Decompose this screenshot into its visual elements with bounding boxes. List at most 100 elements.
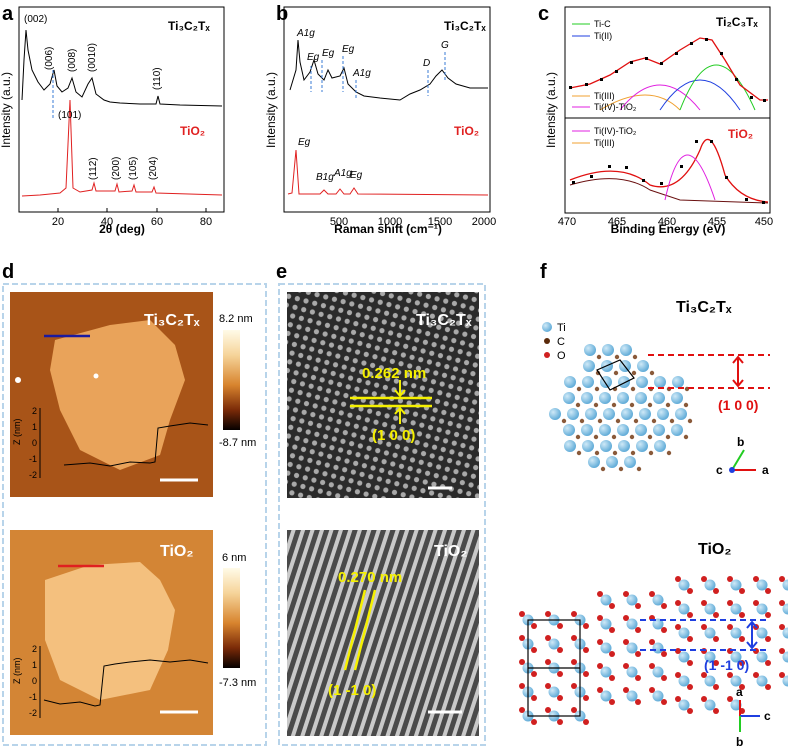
c-atom [593, 434, 599, 440]
panel-a-peak: (006) [44, 47, 55, 70]
panel-b-xtick: 1000 [378, 216, 402, 228]
o-atom [609, 699, 615, 705]
panel-f-crystal-top: Ti₃C₂Tₓ Ti C O (1 0 0) b c a [542, 299, 770, 477]
o-atom [739, 636, 745, 642]
panel-label-d: d [2, 261, 14, 283]
c-atom [633, 418, 639, 424]
panel-e-hrtem-bottom: 0.270 nm (1 -1 0) TiO₂ [287, 530, 479, 736]
o-atom [687, 588, 693, 594]
o-atom [571, 683, 577, 689]
panel-a-peak: (112) [88, 157, 99, 180]
ti-atom [653, 392, 665, 404]
o-atom [609, 651, 615, 657]
ti-atom [678, 651, 690, 663]
ti-atom [636, 440, 648, 452]
afm-ztick: 0 [32, 676, 37, 686]
ti-atom [548, 686, 560, 698]
o-atom [701, 600, 707, 606]
ti-atom [563, 424, 575, 436]
o-atom [531, 695, 537, 701]
hrtem-bottom-plane: (1 -1 0) [328, 682, 376, 699]
panel-b-frame [283, 6, 491, 213]
legend-o: O [557, 350, 566, 362]
o-atom [779, 672, 785, 678]
o-atom [583, 647, 589, 653]
c-atom [683, 402, 689, 408]
panel-a-xtick: 80 [200, 216, 212, 228]
o-atom [675, 576, 681, 582]
ti-atom [652, 666, 664, 678]
panel-a-xrd: Intensity (a.u.) 2θ (deg) 20 40 60 80 (0… [0, 6, 225, 236]
c-atom [631, 370, 637, 376]
ti-atom [626, 618, 638, 630]
panel-b-top-spectrum [289, 39, 488, 101]
o-atom [753, 672, 759, 678]
panel-b-ylabel: Intensity (a.u.) [264, 72, 278, 148]
o-atom [649, 687, 655, 693]
ti-atom [600, 594, 612, 606]
afm-ztick: -2 [29, 470, 37, 480]
o-atom [609, 627, 615, 633]
panel-c-bottom-fit [569, 138, 769, 203]
panel-c-bottom-points [572, 140, 765, 204]
o-atom [545, 659, 551, 665]
ti-atom [672, 376, 684, 388]
panel-b-peak: Eg [298, 137, 311, 148]
c-atom [683, 434, 689, 440]
double-arrow-icon [746, 620, 758, 650]
c-atom [687, 418, 693, 424]
ti-atom [730, 699, 742, 711]
o-atom [713, 588, 719, 594]
o-atom [687, 636, 693, 642]
ti-atom [626, 666, 638, 678]
afm-colorbar-max: 6 nm [222, 552, 246, 564]
afm-ztick: 0 [32, 438, 37, 448]
panel-c-xtick: 460 [658, 216, 676, 228]
afm-top-name: Ti₃C₂Tₓ [144, 312, 200, 329]
axis-label: a [736, 685, 743, 699]
ti-atom [618, 376, 630, 388]
panel-b-bottom-name: TiO₂ [454, 124, 479, 138]
o-atom [623, 663, 629, 669]
ti-atom [730, 603, 742, 615]
panel-b-peak: Eg [350, 170, 363, 181]
o-atom [765, 588, 771, 594]
c-atom [647, 434, 653, 440]
panel-b-peak: Eg [322, 48, 335, 59]
o-atom [765, 636, 771, 642]
o-atom [557, 647, 563, 653]
ti-atom [782, 603, 788, 615]
panel-c-top-fit [569, 37, 768, 101]
panel-f-crystal-bottom: TiO₂ (1 -1 0) a c b [519, 541, 788, 749]
ti-atom [678, 627, 690, 639]
c-atom [629, 434, 635, 440]
panel-a-xtick: 20 [52, 216, 64, 228]
panel-c-bottom-name: TiO₂ [728, 127, 753, 141]
c-atom [666, 450, 672, 456]
panel-a-peak: (204) [148, 157, 159, 180]
ti-atom [626, 642, 638, 654]
o-atom [531, 671, 537, 677]
o-atom [571, 611, 577, 617]
ti-atom [585, 408, 597, 420]
o-atom [597, 591, 603, 597]
panel-e-hrtem-top: 0.262 nm (1 0 0) Ti₃C₂Tₓ [287, 292, 479, 498]
panel-a-xlabel: 2θ (deg) [99, 222, 145, 236]
hrtem-top-spacing: 0.262 nm [362, 365, 426, 382]
o-atom [609, 603, 615, 609]
o-atom [779, 624, 785, 630]
o-atom [687, 708, 693, 714]
panel-label-c: c [538, 3, 549, 25]
o-atom [649, 639, 655, 645]
ti-atom [637, 360, 649, 372]
o-atom [545, 683, 551, 689]
o-atom [557, 695, 563, 701]
o-atom [545, 707, 551, 713]
o-atom [739, 684, 745, 690]
panel-b-peak: A1g [352, 68, 371, 79]
arrow-up-icon [394, 406, 406, 424]
c-atom [575, 402, 581, 408]
o-atom [687, 612, 693, 618]
o-atom [531, 719, 537, 725]
